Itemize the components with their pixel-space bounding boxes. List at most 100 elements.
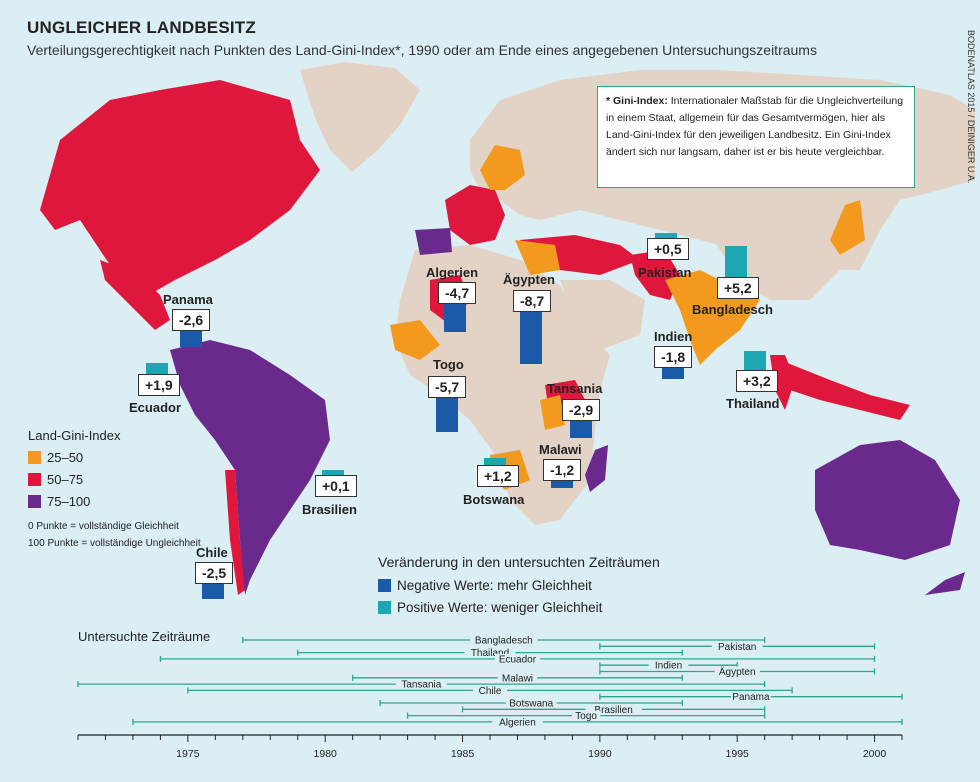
land-arabia (560, 280, 645, 350)
legend-swatch (28, 494, 41, 508)
land-mexico (100, 260, 170, 330)
land-new-zealand (925, 572, 965, 595)
change-value-label: +1,9 (138, 374, 180, 396)
legend-label-negative: Negative Werte: mehr Gleichheit (397, 577, 592, 593)
land-west-africa (390, 320, 440, 360)
timeline-label-bg (505, 698, 557, 708)
land-japan (830, 200, 865, 255)
timeline-period-label: Ägypten (719, 666, 756, 678)
timeline-label-bg (492, 716, 543, 727)
timeline-label-bg (648, 660, 689, 671)
country-label: Indien (654, 329, 693, 344)
change-value-label: -5,7 (428, 376, 467, 398)
timeline-tick-label: 1985 (451, 748, 475, 760)
change-bar (484, 457, 506, 465)
change-bar (180, 331, 202, 347)
country-label: Bangladesch (692, 302, 773, 317)
legend-item-negative: Negative Werte: mehr Gleichheit (378, 574, 660, 596)
country-label: Togo (433, 357, 464, 372)
country-label: Malawi (539, 442, 582, 457)
change-value-label: -1,2 (543, 459, 582, 481)
timeline-label-bg (585, 704, 642, 715)
land-north-america (40, 80, 320, 300)
chart-subtitle: Verteilungsgerechtigkeit nach Punkten de… (27, 42, 817, 58)
country-label: Tansania (547, 381, 603, 396)
land-chile (225, 470, 245, 595)
timeline-label-bg (469, 635, 538, 645)
legend-item: 75–100 (28, 490, 201, 512)
legend-swatch-positive (378, 600, 391, 614)
legend-label: 25–50 (47, 449, 84, 465)
land-south-america (170, 340, 330, 595)
land-europe (445, 185, 505, 245)
timeline-label-bg (571, 710, 601, 721)
change-bar (662, 368, 684, 379)
gini-note-text: Internationaler Maßstab für die Ungleich… (606, 95, 904, 158)
land-east-africa (540, 395, 565, 430)
timeline-period-label: Indien (655, 661, 682, 672)
legend-swatch-negative (378, 578, 391, 592)
change-bar (570, 421, 592, 439)
change-value-label: +1,2 (477, 465, 519, 487)
timeline-label-bg (731, 691, 771, 702)
gini-note-term: * Gini-Index: (606, 95, 668, 107)
timeline-chart: 1975 1980 1985 1990 1995 2000 Bangladesch Pakis… (77, 635, 903, 760)
country-label: Ecuador (129, 400, 182, 415)
timeline-label-bg (464, 647, 516, 658)
country-label: Botswana (463, 492, 525, 507)
timeline-tick-label: 1980 (314, 748, 338, 760)
timeline-label-bg (494, 653, 541, 664)
change-bar (202, 584, 224, 599)
legend-note-equality: 0 Punkte = vollständige Gleichheit (28, 521, 179, 532)
legend-change: Veränderung in den untersuchten Zeiträum… (378, 554, 660, 618)
country-label: Thailand (726, 396, 780, 411)
change-bar (322, 470, 344, 475)
timeline-period-label: Panama (732, 692, 770, 703)
timeline-period-label: Thailand (471, 648, 509, 659)
timeline-label-bg (711, 641, 763, 652)
legend-swatch (28, 450, 41, 464)
change-bar (520, 312, 542, 365)
change-value-label: +0,5 (647, 238, 689, 260)
legend-label: 75–100 (47, 493, 91, 509)
land-scandinavia (480, 145, 525, 190)
legend-label-positive: Positive Werte: weniger Gleichheit (397, 599, 603, 615)
legend-item: 25–50 (28, 446, 201, 468)
change-value-label: -2,6 (172, 309, 211, 331)
legend-gini-title: Land-Gini-Index (28, 428, 121, 443)
source-credit: BODENATLAS 2015 / DEINIGER U.A. (966, 30, 976, 184)
timeline-label-bg (473, 685, 507, 696)
land-75-100 (170, 228, 965, 595)
timeline-period-label: Pakistan (718, 642, 756, 653)
timeline-label-bg (497, 672, 538, 683)
timeline-tick-label: 2000 (863, 748, 887, 760)
land-thailand (770, 355, 795, 410)
timeline-label-bg (714, 666, 760, 677)
change-bar (744, 350, 766, 370)
country-label: Ägypten (503, 272, 555, 287)
timeline-period-label: Algerien (499, 717, 536, 728)
land-pakistan (630, 250, 680, 300)
timeline-period-label: Brasilien (594, 705, 632, 716)
change-bar (655, 233, 677, 238)
timeline-period-label: Botswana (509, 699, 553, 710)
change-bar (551, 481, 573, 489)
change-value-label: -8,7 (513, 290, 552, 312)
land-spain (415, 228, 452, 255)
change-value-label: -4,7 (438, 282, 477, 304)
timeline-tick-label: 1975 (176, 748, 200, 760)
timeline-period-label: Togo (575, 711, 597, 722)
timeline-tick-label: 1995 (726, 748, 750, 760)
change-value-label: -2,5 (195, 562, 234, 584)
legend-swatch (28, 472, 41, 486)
country-label: Brasilien (302, 502, 357, 517)
gini-note: * Gini-Index: Internationaler Maßstab fü… (597, 86, 915, 188)
land-australia (815, 440, 960, 560)
change-value-label: -1,8 (654, 346, 693, 368)
timeline-label-bg (395, 679, 447, 690)
change-value-label: +0,1 (315, 475, 357, 497)
chart-title: UNGLEICHER LANDBESITZ (27, 18, 256, 37)
land-greenland (300, 62, 420, 172)
legend-item-positive: Positive Werte: weniger Gleichheit (378, 596, 660, 618)
timeline-period-label: Malawi (502, 673, 533, 684)
